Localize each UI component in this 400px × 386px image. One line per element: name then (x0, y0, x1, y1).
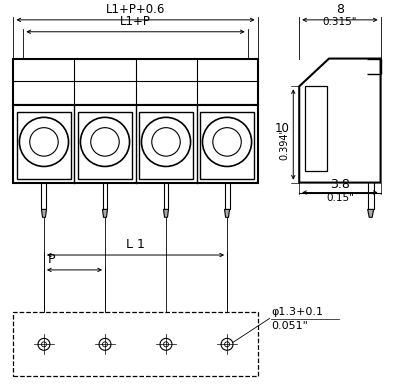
Circle shape (80, 117, 130, 166)
Circle shape (99, 339, 111, 350)
Circle shape (213, 128, 241, 156)
Bar (14, 105, 258, 183)
Polygon shape (299, 59, 380, 183)
Text: 0.051": 0.051" (272, 320, 308, 330)
Polygon shape (224, 209, 230, 217)
Text: 3.8: 3.8 (330, 178, 350, 191)
Bar (305, 86, 327, 171)
Circle shape (221, 339, 233, 350)
Circle shape (42, 342, 46, 347)
Bar (78, 112, 132, 179)
Circle shape (102, 342, 108, 347)
Bar (14, 59, 258, 105)
Bar (140, 112, 192, 179)
Bar (18, 112, 70, 179)
Polygon shape (164, 209, 168, 217)
Bar (200, 112, 254, 179)
Circle shape (142, 117, 190, 166)
Bar (14, 312, 258, 376)
Text: 0.315": 0.315" (323, 17, 357, 27)
Polygon shape (102, 209, 108, 217)
Circle shape (164, 342, 168, 347)
Text: L1+P+0.6: L1+P+0.6 (106, 3, 165, 16)
Circle shape (20, 117, 68, 166)
Text: 0.15": 0.15" (326, 193, 354, 203)
Circle shape (30, 128, 58, 156)
Text: φ1.3+0.1: φ1.3+0.1 (272, 306, 324, 317)
Text: L 1: L 1 (126, 238, 145, 251)
Polygon shape (42, 209, 46, 217)
Polygon shape (368, 209, 374, 217)
Circle shape (160, 339, 172, 350)
Text: P: P (48, 253, 56, 266)
Circle shape (38, 339, 50, 350)
Text: 10: 10 (274, 122, 289, 135)
Circle shape (152, 128, 180, 156)
Text: 0.394": 0.394" (279, 129, 289, 161)
Text: 8: 8 (336, 3, 344, 16)
Circle shape (202, 117, 252, 166)
Circle shape (91, 128, 119, 156)
Text: L1+P: L1+P (120, 15, 151, 28)
Circle shape (224, 342, 230, 347)
